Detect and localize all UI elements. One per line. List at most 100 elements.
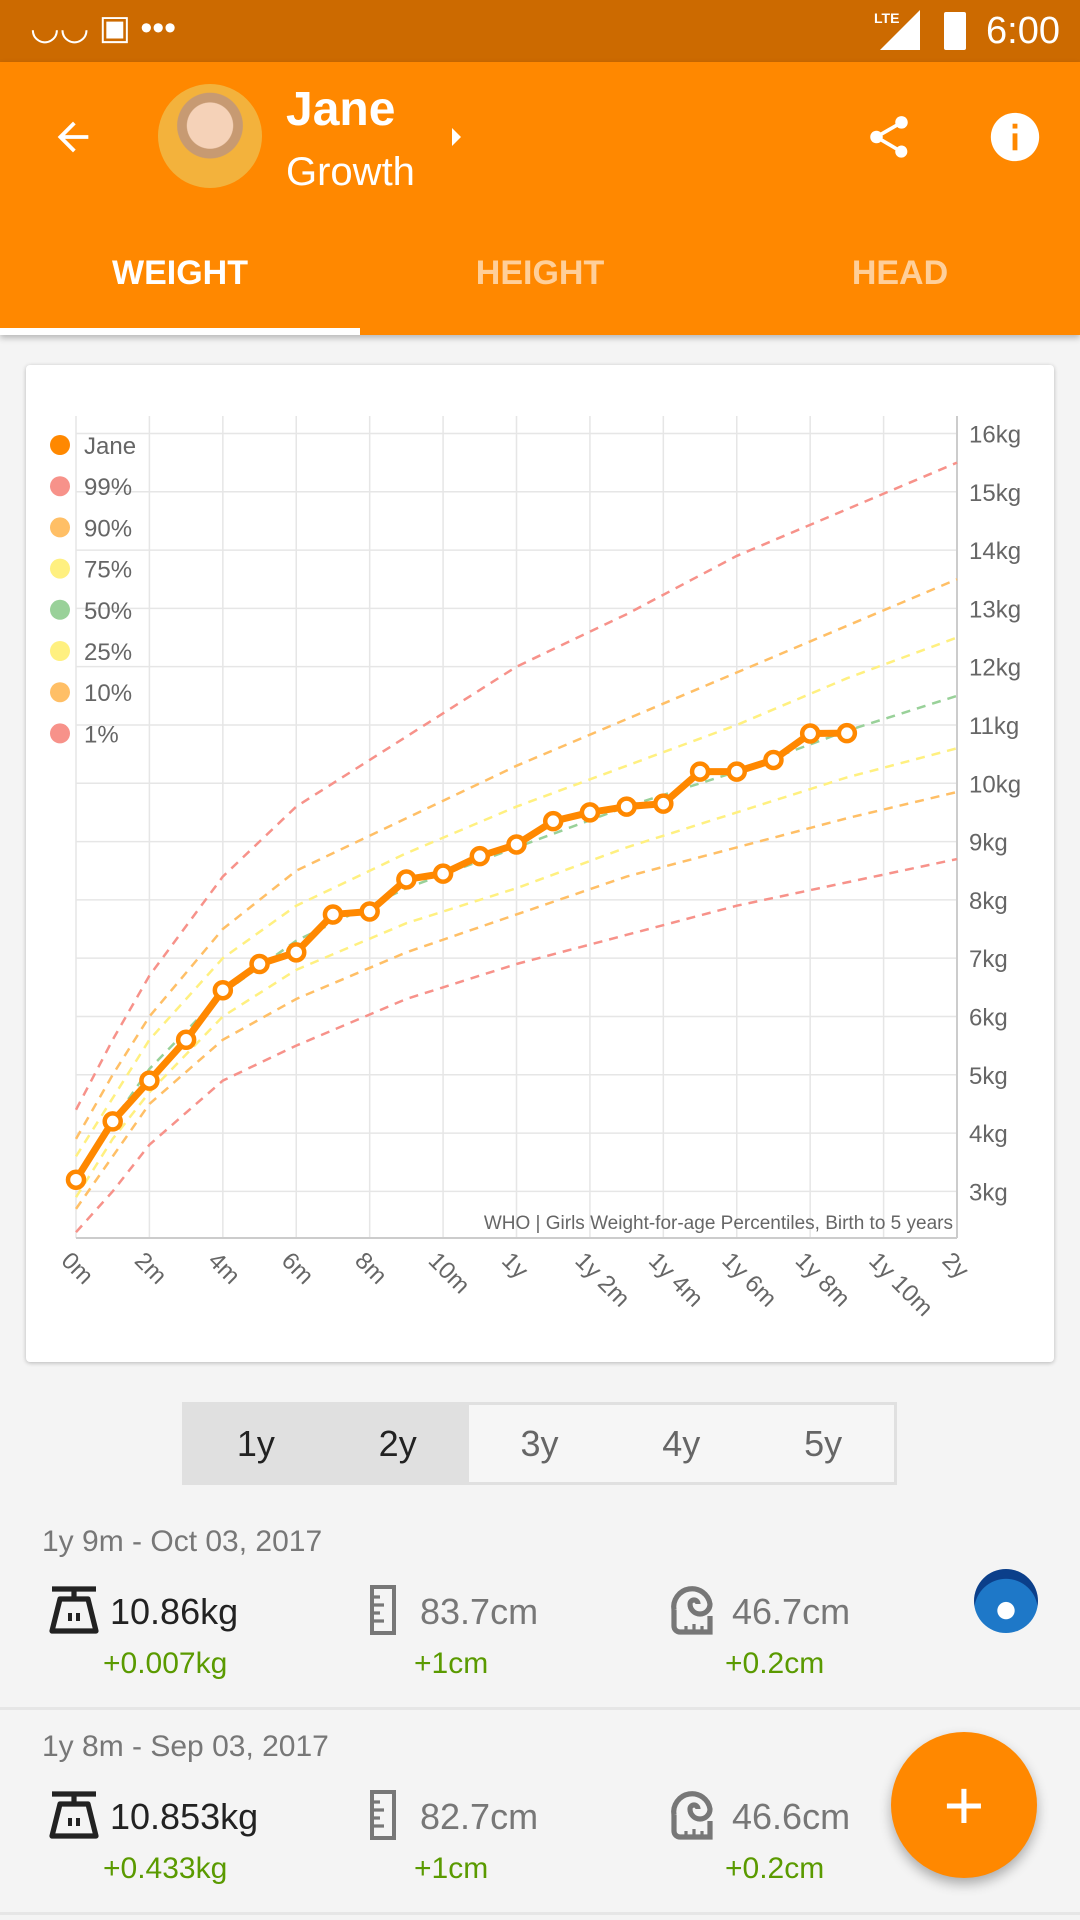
range-5y[interactable]: 5y (804, 1422, 843, 1464)
network-label: LTE (874, 10, 900, 26)
child-name[interactable]: Jane (286, 83, 396, 136)
entry-date: 1y 8m - Sep 03, 2017 (42, 1730, 329, 1763)
legend-label: 50% (84, 598, 132, 625)
battery-icon (944, 12, 966, 50)
height-value: 83.7cm (420, 1591, 539, 1632)
jane-data-point (396, 869, 417, 890)
range-2y[interactable]: 2y (326, 1405, 469, 1482)
y-tick-label: 9kg (969, 830, 1008, 857)
add-entry-button[interactable]: + (891, 1732, 1037, 1878)
scale-icon (48, 1790, 100, 1845)
jane-data-point (689, 761, 711, 782)
x-tick-label: 8m (349, 1247, 392, 1290)
tab-height[interactable]: HEIGHT (475, 254, 605, 292)
status-bar: ◡◡ ▣ ••• LTE 6:00 (0, 0, 1080, 62)
tab-indicator (0, 328, 360, 335)
head-value: 46.6cm (732, 1796, 851, 1837)
range-selector: 1y 2y 3y 4y 5y (182, 1402, 897, 1485)
percentile-line-99pct (74, 461, 958, 1111)
jane-data-point (102, 1111, 123, 1132)
y-tick-label: 10kg (969, 771, 1021, 798)
jane-data-point (212, 979, 234, 1001)
ruler-icon (370, 1790, 396, 1845)
legend-label: 10% (84, 680, 132, 707)
share-icon[interactable] (864, 112, 914, 162)
legend-label: 99% (84, 474, 132, 501)
jane-data-point (616, 796, 637, 817)
tab-weight[interactable]: WEIGHT (112, 254, 248, 292)
range-1y[interactable]: 1y (185, 1405, 327, 1482)
percentile-line-25pct (74, 747, 958, 1198)
back-arrow-icon[interactable] (50, 114, 96, 160)
chart-caption: WHO | Girls Weight-for-age Percentiles, … (484, 1213, 953, 1234)
tab-head[interactable]: HEAD (851, 254, 949, 292)
page-subtitle: Growth (286, 150, 415, 194)
jane-data-point (542, 810, 564, 832)
clock: 6:00 (986, 10, 1060, 52)
y-tick-label: 11kg (969, 713, 1019, 740)
entry-photo[interactable] (974, 1569, 1038, 1633)
x-tick-label: 1y 8m (790, 1247, 855, 1312)
legend-dot (50, 558, 70, 579)
measurement-entry[interactable]: 1y 9m - Oct 03, 2017 10.86kg +0.007kg 83… (0, 1505, 1080, 1710)
weight-value: 10.853kg (110, 1796, 259, 1837)
info-icon[interactable] (986, 108, 1044, 166)
y-tick-label: 3kg (969, 1179, 1008, 1206)
weight-value: 10.86kg (110, 1591, 239, 1632)
range-3y[interactable]: 3y (520, 1422, 559, 1464)
height-delta: +1cm (414, 1647, 489, 1680)
measurement-entry[interactable]: 1y 8m - Sep 03, 2017 10.853kg +0.433kg 8… (0, 1710, 1080, 1915)
tape-measure-icon (668, 1789, 720, 1846)
x-tick-label: 2m (129, 1247, 172, 1290)
percentile-line-75pct (74, 636, 958, 1158)
jane-data-point (579, 802, 601, 823)
jane-data-point (432, 863, 454, 884)
legend-dot (50, 723, 70, 744)
jane-data-point (359, 901, 380, 922)
jane-data-point (175, 1029, 197, 1051)
x-tick-label: 4m (203, 1247, 246, 1290)
dropdown-arrow-icon[interactable] (452, 128, 461, 146)
y-tick-label: 5kg (969, 1063, 1008, 1090)
head-value: 46.7cm (732, 1591, 851, 1632)
y-tick-label: 12kg (969, 655, 1021, 682)
growth-chart: 16kg 15kg 14kg 13kg 12kg 11kg 10kg 9kg 8kg 7kg 6kg… (50, 416, 1021, 1322)
jane-data-point (322, 904, 344, 925)
child-avatar[interactable] (158, 84, 262, 188)
jane-data-point (799, 723, 821, 744)
y-tick-label: 16kg (969, 421, 1021, 448)
jane-data-point (506, 834, 527, 855)
signal-icon (880, 10, 920, 50)
head-delta: +0.2cm (725, 1852, 825, 1885)
jane-data-point (763, 749, 784, 771)
legend-dot (50, 435, 70, 455)
scale-icon (48, 1585, 100, 1640)
chart-card: 16kg 15kg 14kg 13kg 12kg 11kg 10kg 9kg 8kg 7kg 6kg… (26, 365, 1054, 1362)
y-tick-label: 14kg (969, 538, 1021, 565)
jane-data-point (65, 1169, 87, 1190)
x-tick-label: 6m (276, 1247, 319, 1290)
weight-delta: +0.007kg (103, 1647, 228, 1680)
x-tick-label: 1y 6m (717, 1247, 782, 1312)
y-tick-label: 7kg (969, 946, 1008, 973)
jane-data-point (249, 953, 270, 975)
app-bar: Jane Growth WEIGHT HEIGHT HEAD (0, 62, 1080, 335)
jane-data-point (286, 942, 307, 963)
x-tick-label: 10m (423, 1247, 475, 1299)
y-tick-label: 8kg (969, 888, 1008, 915)
weight-delta: +0.433kg (103, 1852, 228, 1885)
legend-dot (50, 476, 70, 497)
legend-label: 25% (84, 639, 132, 666)
notification-icons: ◡◡ ▣ ••• (30, 9, 177, 47)
jane-data-point (726, 761, 747, 782)
x-tick-label: 2y (937, 1247, 974, 1284)
height-value: 82.7cm (420, 1796, 539, 1837)
legend-dot (50, 599, 70, 620)
y-tick-label: 13kg (969, 596, 1021, 623)
x-tick-label: 1y 10m (863, 1247, 938, 1322)
jane-data-point (139, 1070, 160, 1091)
entry-date: 1y 9m - Oct 03, 2017 (42, 1525, 323, 1558)
legend-dot (50, 517, 70, 538)
range-4y[interactable]: 4y (662, 1422, 701, 1464)
tape-measure-icon (668, 1584, 720, 1641)
